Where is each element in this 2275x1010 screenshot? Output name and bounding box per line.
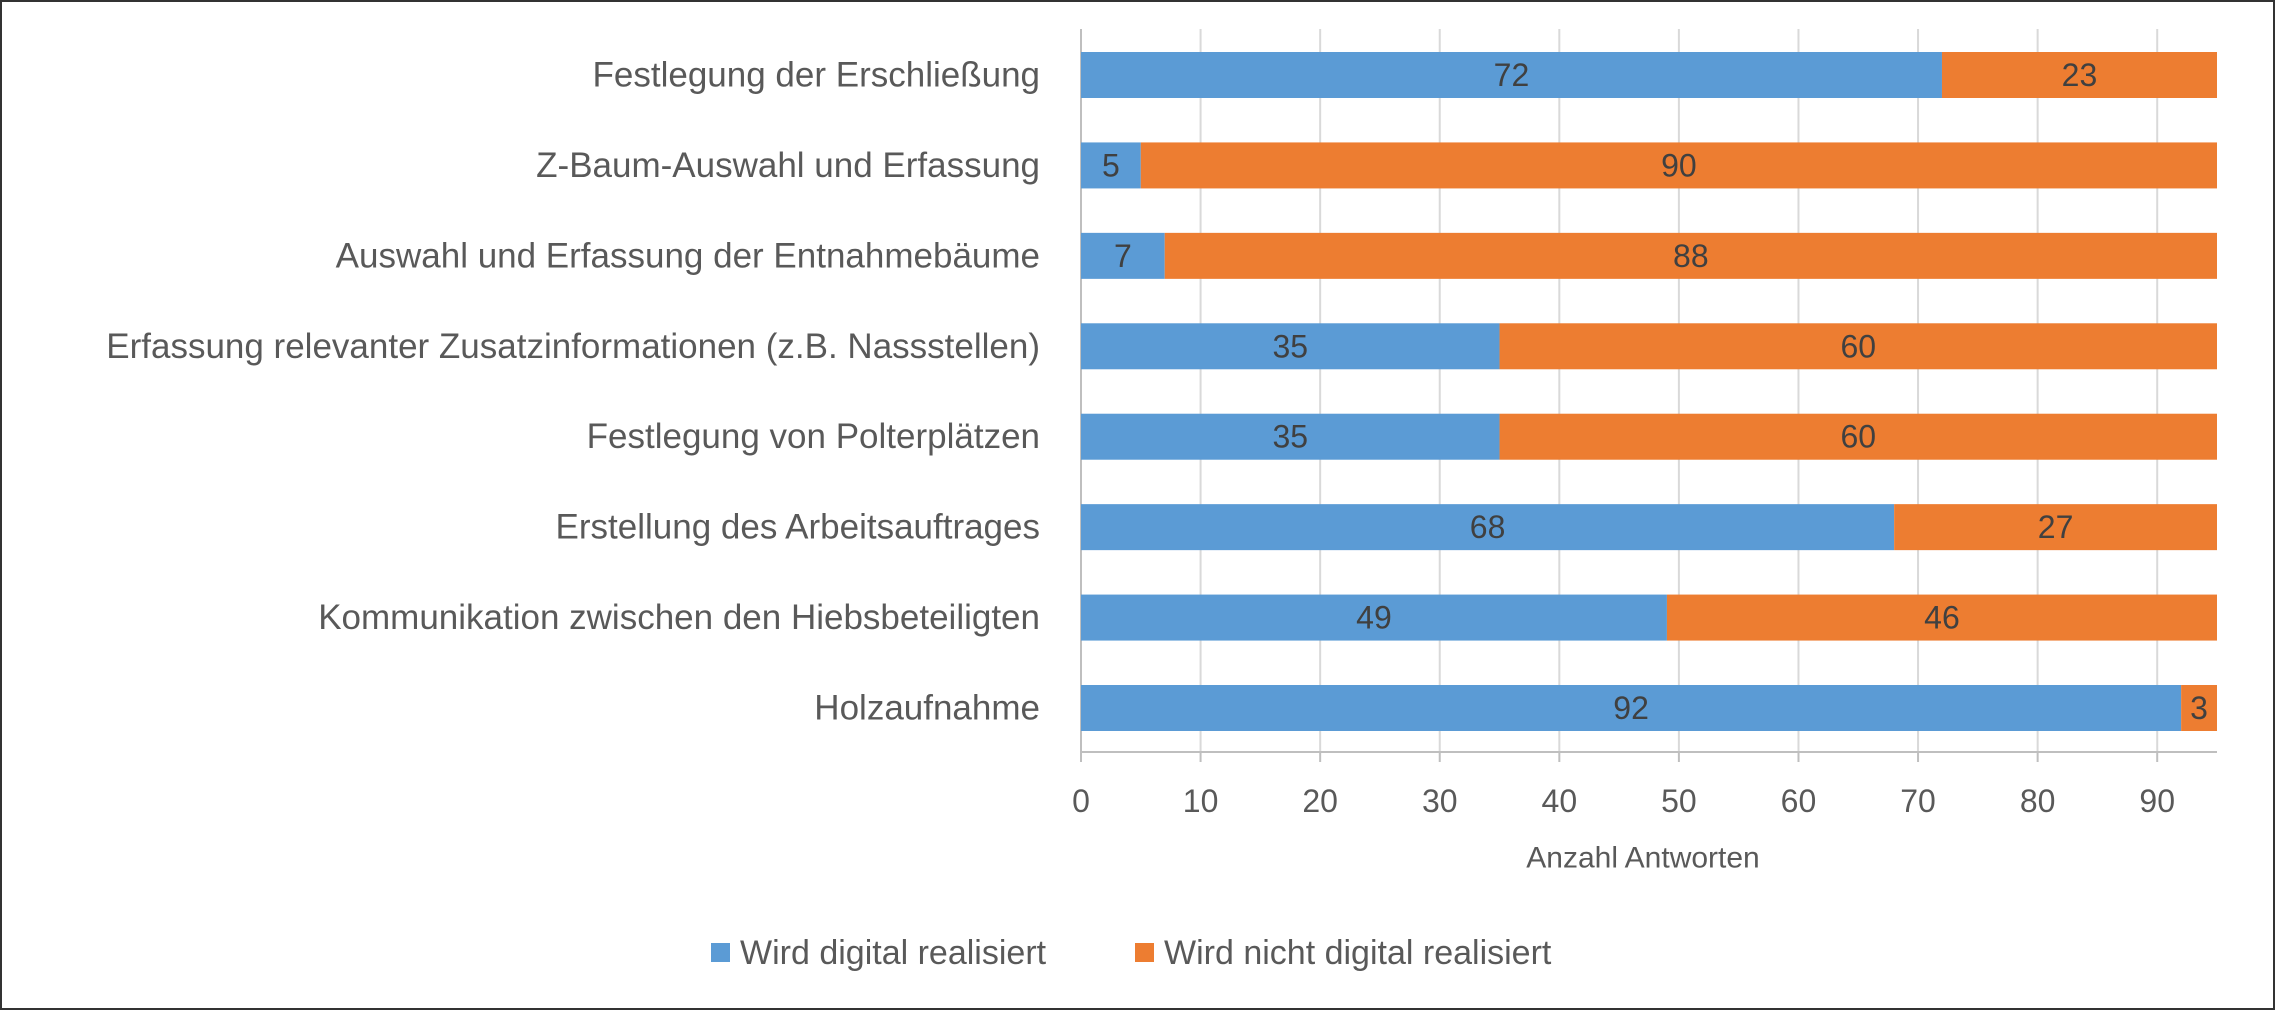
data-label: 49 bbox=[1356, 600, 1392, 636]
x-tick-label: 90 bbox=[2139, 783, 2175, 819]
x-tick-label: 20 bbox=[1302, 783, 1338, 819]
data-label: 23 bbox=[2062, 57, 2098, 93]
bar-segment bbox=[1081, 594, 1667, 641]
x-axis-title: Anzahl Antworten bbox=[1526, 842, 1759, 875]
x-tick-label: 50 bbox=[1661, 783, 1697, 819]
category-label: Erstellung des Arbeitsauftrages bbox=[556, 508, 1040, 547]
data-label: 3 bbox=[2190, 690, 2208, 726]
bar-segment bbox=[1941, 52, 2217, 98]
data-label: 92 bbox=[1613, 690, 1649, 726]
bar-segment bbox=[1164, 232, 2217, 279]
bar-segment bbox=[1081, 323, 1500, 370]
data-label: 72 bbox=[1494, 57, 1530, 93]
category-label: Z-Baum-Auswahl und Erfassung bbox=[536, 146, 1040, 185]
category-label: Festlegung von Polterplätzen bbox=[587, 417, 1040, 456]
legend-label: Wird digital realisiert bbox=[740, 934, 1047, 972]
bar-segment bbox=[1081, 504, 1895, 551]
category-label: Kommunikation zwischen den Hiebsbeteilig… bbox=[318, 598, 1040, 637]
data-label: 7 bbox=[1114, 238, 1132, 274]
bar-segment bbox=[1666, 594, 2217, 641]
category-label: Auswahl und Erfassung der Entnahmebäume bbox=[336, 236, 1040, 275]
data-label: 46 bbox=[1924, 600, 1960, 636]
data-label: 35 bbox=[1272, 419, 1308, 455]
legend-swatch bbox=[711, 943, 730, 962]
bar-segment bbox=[1081, 685, 2182, 731]
category-label: Holzaufnahme bbox=[814, 689, 1040, 728]
data-label: 60 bbox=[1840, 328, 1876, 364]
data-label: 27 bbox=[2038, 509, 2074, 545]
data-label: 60 bbox=[1840, 419, 1876, 455]
bar-segment bbox=[2181, 685, 2217, 731]
x-tick-label: 10 bbox=[1183, 783, 1219, 819]
data-label: 90 bbox=[1661, 147, 1697, 183]
x-tick-label: 70 bbox=[1900, 783, 1936, 819]
x-tick-label: 40 bbox=[1542, 783, 1578, 819]
bar-segment bbox=[1499, 413, 2217, 460]
legend-swatch bbox=[1135, 943, 1154, 962]
bar-segment bbox=[1081, 413, 1500, 460]
bar-segment bbox=[1499, 323, 2217, 370]
x-tick-label: 30 bbox=[1422, 783, 1458, 819]
bar-segment bbox=[1894, 504, 2217, 551]
x-tick-label: 60 bbox=[1781, 783, 1817, 819]
bar-segment bbox=[1081, 232, 1165, 279]
data-label: 5 bbox=[1102, 147, 1120, 183]
data-label: 88 bbox=[1673, 238, 1709, 274]
bar-segment bbox=[1081, 142, 1141, 189]
x-tick-label: 0 bbox=[1072, 783, 1090, 819]
category-label: Erfassung relevanter Zusatzinformationen… bbox=[106, 327, 1040, 366]
legend-label: Wird nicht digital realisiert bbox=[1164, 934, 1552, 972]
bar-segment bbox=[1140, 142, 2217, 189]
bar-segment bbox=[1081, 52, 1942, 98]
data-label: 68 bbox=[1470, 509, 1506, 545]
x-tick-label: 80 bbox=[2020, 783, 2056, 819]
data-label: 35 bbox=[1272, 328, 1308, 364]
category-label: Festlegung der Erschließung bbox=[593, 56, 1040, 95]
